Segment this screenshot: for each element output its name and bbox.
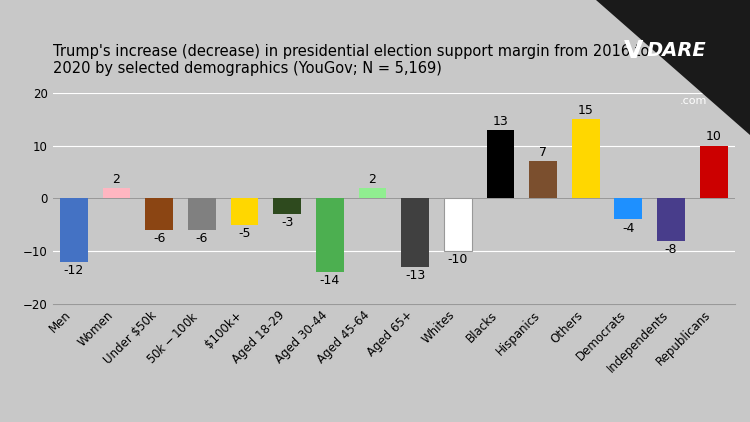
Bar xyxy=(614,198,642,219)
Text: .com: .com xyxy=(680,96,707,106)
Bar xyxy=(487,130,514,198)
Text: Trump's increase (decrease) in presidential election support margin from 2016 to: Trump's increase (decrease) in president… xyxy=(53,43,649,76)
Text: -8: -8 xyxy=(664,243,677,256)
Text: 15: 15 xyxy=(578,104,594,117)
Bar xyxy=(358,188,386,198)
Text: -6: -6 xyxy=(153,232,165,245)
Bar xyxy=(316,198,344,272)
Text: -13: -13 xyxy=(405,269,425,282)
Text: -4: -4 xyxy=(622,222,634,235)
Bar xyxy=(700,146,728,198)
Text: DARE: DARE xyxy=(646,41,706,60)
Text: -12: -12 xyxy=(64,264,84,277)
Bar xyxy=(103,188,130,198)
Bar xyxy=(657,198,685,241)
Bar xyxy=(401,198,429,267)
Text: 7: 7 xyxy=(539,146,547,159)
Bar xyxy=(530,161,557,198)
Bar xyxy=(60,198,88,262)
Text: V: V xyxy=(624,39,644,62)
Text: 2: 2 xyxy=(368,173,376,186)
Bar xyxy=(230,198,258,225)
Text: -14: -14 xyxy=(320,274,340,287)
Bar xyxy=(444,198,472,251)
Text: -6: -6 xyxy=(196,232,208,245)
Bar xyxy=(273,198,301,214)
Text: -10: -10 xyxy=(448,253,468,266)
Bar xyxy=(572,119,599,198)
Text: 2: 2 xyxy=(112,173,121,186)
Text: -3: -3 xyxy=(281,216,293,229)
Text: 10: 10 xyxy=(706,130,722,143)
Text: 13: 13 xyxy=(493,115,508,127)
Bar xyxy=(188,198,216,230)
Text: -5: -5 xyxy=(238,227,250,240)
Bar xyxy=(146,198,173,230)
